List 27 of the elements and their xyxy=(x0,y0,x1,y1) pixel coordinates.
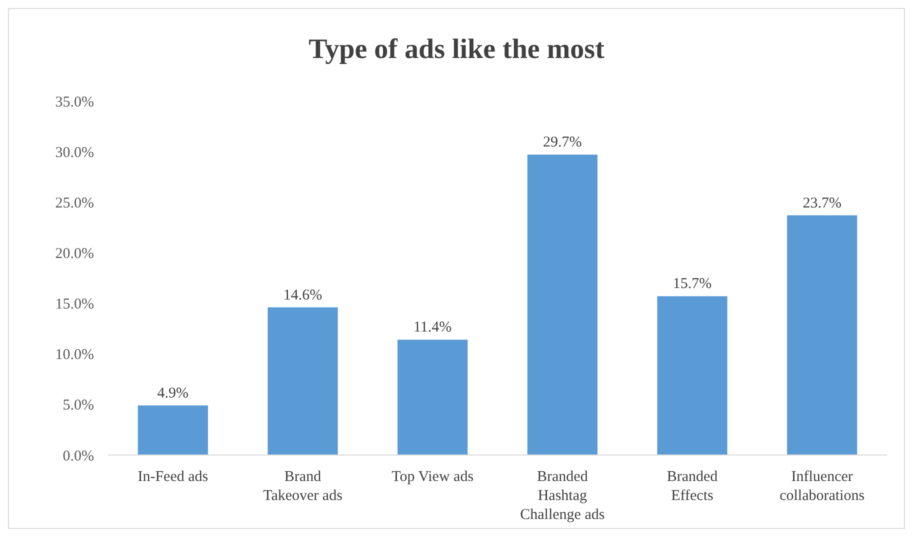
y-tick-label: 25.0% xyxy=(55,195,94,212)
y-tick-label: 5.0% xyxy=(62,398,94,414)
data-label: 4.9% xyxy=(157,385,189,402)
x-tick-label: Influencer collaborations xyxy=(780,469,865,504)
data-label: 15.7% xyxy=(672,276,712,292)
y-tick-label: 0.0% xyxy=(62,448,94,464)
x-tick-label: Top View ads xyxy=(392,469,474,485)
x-tick-label: Branded Effects xyxy=(666,469,718,504)
bar xyxy=(527,154,598,455)
y-tick-label: 10.0% xyxy=(55,347,94,364)
bar xyxy=(268,307,338,455)
bar xyxy=(787,215,858,455)
bar xyxy=(398,340,468,455)
y-tick-label: 30.0% xyxy=(55,144,94,161)
y-tick-label: 20.0% xyxy=(55,246,94,262)
x-tick-label: Brand Takeover ads xyxy=(263,469,343,504)
x-tick-label: Branded Hashtag Challenge ads xyxy=(520,469,605,523)
data-label: 14.6% xyxy=(283,287,322,304)
bar xyxy=(657,296,728,455)
bar xyxy=(138,405,208,455)
chart-title: Type of ads like the most xyxy=(308,34,606,65)
y-tick-label: 35.0% xyxy=(55,94,94,110)
data-label: 23.7% xyxy=(802,195,842,212)
x-tick-label: In-Feed ads xyxy=(138,469,208,485)
y-tick-label: 15.0% xyxy=(55,296,94,313)
data-label: 11.4% xyxy=(413,320,452,336)
data-label: 29.7% xyxy=(543,134,582,151)
